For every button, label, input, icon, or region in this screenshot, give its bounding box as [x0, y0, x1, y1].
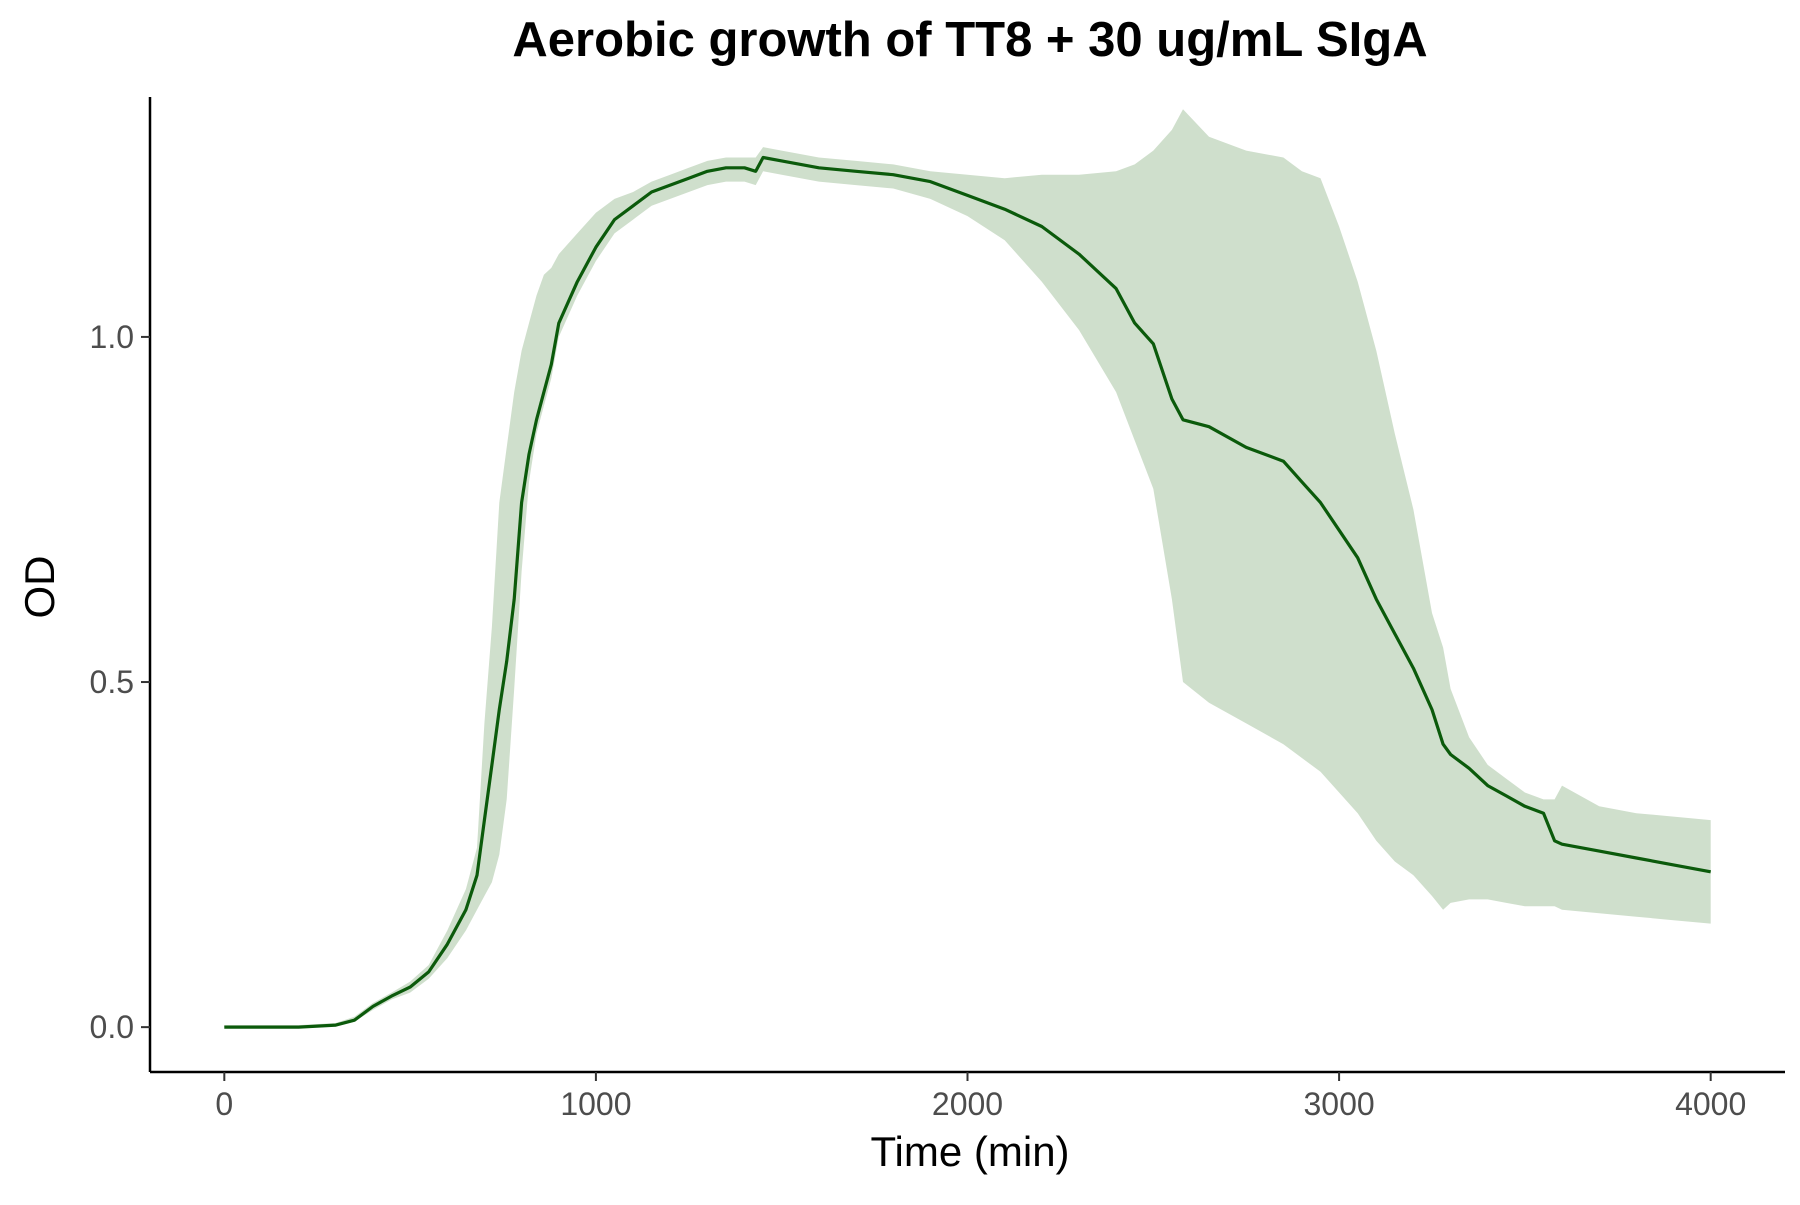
- series-line: [224, 155, 1711, 1029]
- y-tick-label: 0.5: [90, 664, 134, 700]
- x-axis-label: Time (min): [870, 1128, 1070, 1175]
- y-tick-label: 1.0: [90, 319, 134, 355]
- x-tick-label: 3000: [1303, 1086, 1374, 1122]
- x-tick-label: 2000: [932, 1086, 1003, 1122]
- x-tick-label: 4000: [1675, 1086, 1746, 1122]
- chart-title: Aerobic growth of TT8 + 30 ug/mL SIgA: [512, 13, 1428, 67]
- y-tick-label: 0.0: [90, 1009, 134, 1045]
- x-tick-label: 0: [215, 1086, 233, 1122]
- confidence-band: [224, 109, 1711, 1028]
- y-axis-label: OD: [16, 555, 63, 619]
- x-tick-label: 1000: [560, 1086, 631, 1122]
